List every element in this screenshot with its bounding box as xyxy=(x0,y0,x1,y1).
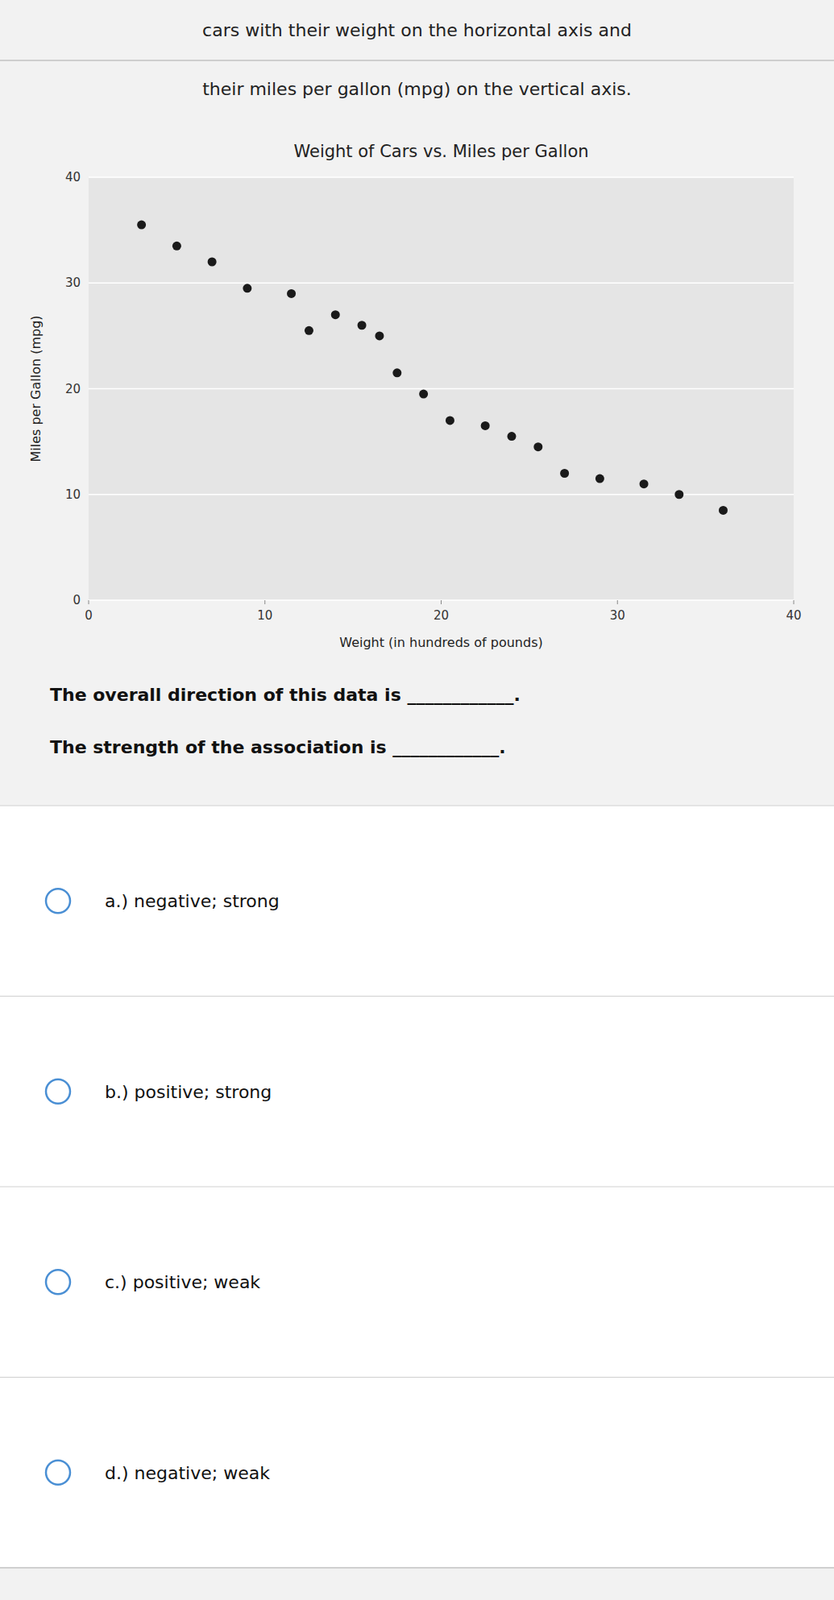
choice-background xyxy=(0,1377,834,1569)
choice-background xyxy=(0,996,834,1188)
question-text: The strength of the association is _____… xyxy=(49,737,507,758)
y-tick-label: 30 xyxy=(65,275,81,291)
chart: Weight of Cars vs. Miles per Gallon 0 10 20… xyxy=(28,141,802,651)
questions: The overall direction of this data is __… xyxy=(49,684,521,758)
x-tick xyxy=(440,600,442,605)
header: cars with their weight on the horizontal… xyxy=(0,20,834,100)
x-tick-label: 20 xyxy=(433,608,449,623)
scatter-point xyxy=(304,326,314,336)
y-tick-label: 10 xyxy=(65,487,81,503)
points xyxy=(136,220,728,515)
scatter-point xyxy=(639,479,649,489)
radio-button[interactable] xyxy=(45,888,71,913)
chart-title: Weight of Cars vs. Miles per Gallon xyxy=(293,141,589,162)
grid-line xyxy=(88,388,794,391)
scatter-point xyxy=(286,289,296,299)
x-tick xyxy=(793,600,795,605)
x-tick xyxy=(264,600,266,605)
y-tick-label: 20 xyxy=(65,381,81,397)
scatter-point xyxy=(242,283,252,293)
scatter-point xyxy=(560,468,569,478)
choice[interactable]: c.) positive; weak xyxy=(0,1186,834,1378)
choice-divider xyxy=(0,805,834,807)
scatter-point xyxy=(136,220,146,230)
scatter-point xyxy=(507,431,517,441)
choice-text: b.) positive; strong xyxy=(104,1082,272,1103)
page: cars with their weight on the horizontal… xyxy=(0,0,834,1600)
scatter-point xyxy=(374,331,384,341)
scatter-point xyxy=(392,368,402,378)
choice-divider xyxy=(0,1377,834,1378)
x-tick-label: 40 xyxy=(785,608,801,623)
y-tick-label: 40 xyxy=(65,170,81,185)
scatter-point xyxy=(595,474,605,484)
choice-divider xyxy=(0,1186,834,1188)
question-text: The overall direction of this data is __… xyxy=(49,684,521,706)
scatter-point xyxy=(674,489,684,499)
x-tick xyxy=(617,600,619,605)
choice-background xyxy=(0,1186,834,1378)
scatter-point xyxy=(331,310,341,320)
scatter-point xyxy=(718,506,728,515)
y-axis-label: Miles per Gallon (mpg) xyxy=(28,315,44,462)
radio-button[interactable] xyxy=(45,1269,71,1295)
scatter-point xyxy=(481,421,490,431)
y-tick-label: 0 xyxy=(72,593,81,608)
scatter-point xyxy=(533,442,543,452)
grid-line xyxy=(88,176,794,179)
choice-background xyxy=(0,805,834,997)
scatter-point xyxy=(419,390,428,399)
radio-button[interactable] xyxy=(45,1460,71,1486)
grid-line xyxy=(88,493,794,496)
radio-button[interactable] xyxy=(45,1079,71,1104)
header-divider xyxy=(0,60,834,62)
choice-text: d.) negative; weak xyxy=(104,1463,270,1484)
header-text: their miles per gallon (mpg) on the vert… xyxy=(202,78,632,100)
choice[interactable]: b.) positive; strong xyxy=(0,996,834,1188)
page-background xyxy=(0,0,834,1600)
x-tick-label: 0 xyxy=(84,608,93,623)
grid-line xyxy=(88,282,794,285)
choices: a.) negative; strong b.) positive; strong… xyxy=(0,805,834,1569)
choice-text: c.) positive; weak xyxy=(104,1272,261,1293)
choice-text: a.) negative; strong xyxy=(104,891,280,912)
scatter-point xyxy=(357,320,367,330)
choice-divider xyxy=(0,1567,834,1569)
scatter-point xyxy=(172,241,182,251)
x-tick xyxy=(88,600,90,605)
header-text: cars with their weight on the horizontal… xyxy=(202,20,632,41)
choice-divider xyxy=(0,995,834,997)
choice[interactable]: a.) negative; strong xyxy=(0,805,834,997)
scatter-point xyxy=(445,415,455,425)
choice[interactable]: d.) negative; weak xyxy=(0,1377,834,1569)
x-tick-label: 10 xyxy=(257,608,273,623)
x-tick-label: 30 xyxy=(609,608,626,623)
plot-background xyxy=(88,177,794,601)
x-axis-label: Weight (in hundreds of pounds) xyxy=(339,634,543,651)
scatter-point xyxy=(207,257,217,267)
